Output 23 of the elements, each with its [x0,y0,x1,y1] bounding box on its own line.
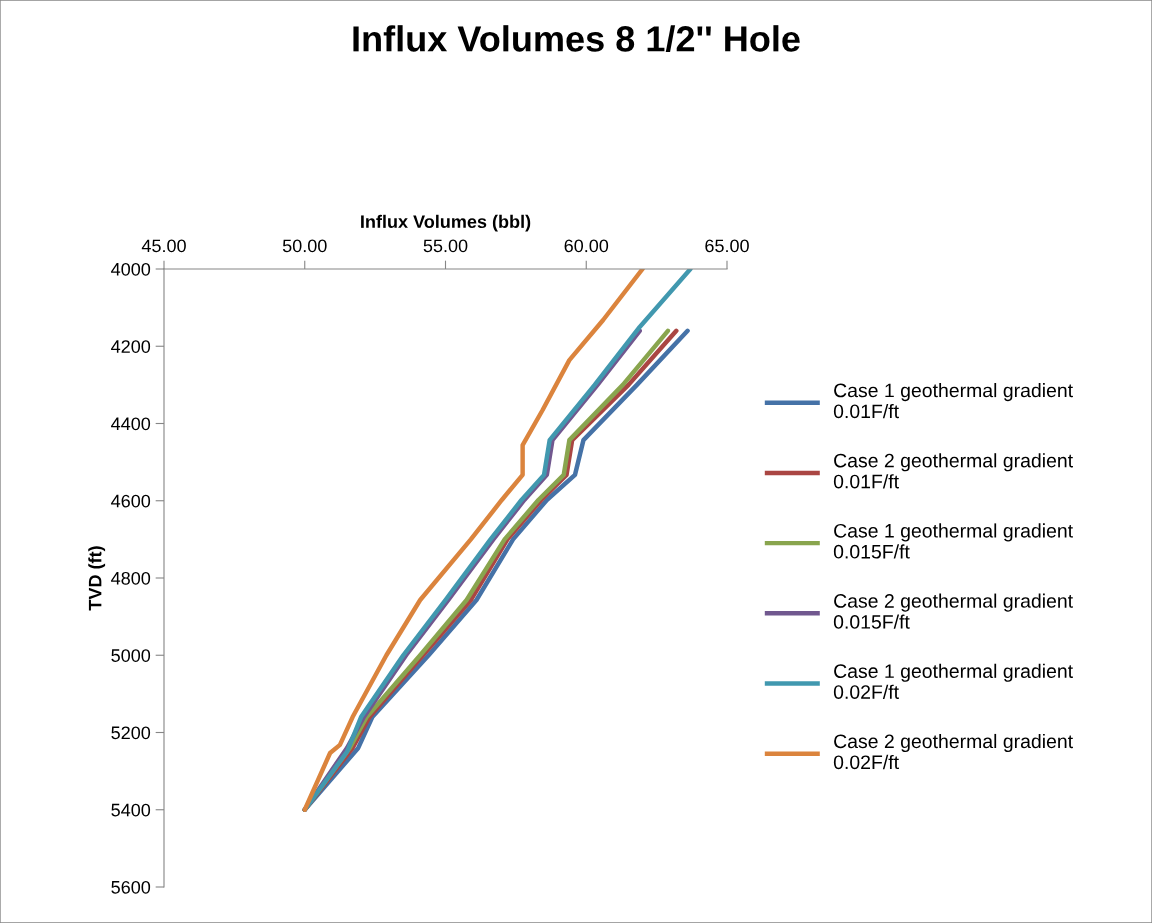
legend-label: Case 2 geothermal gradient 0.015F/ft [833,593,1073,629]
x-tick-label: 45.00 [141,239,186,253]
legend-label: Case 2 geothermal gradient 0.02F/ft [833,733,1073,770]
y-tick-label: 5000 [111,649,151,662]
y-tick-label: 5400 [111,803,151,817]
y-tick-label: 4800 [111,571,151,585]
legend-label: Case 1 geothermal gradient 0.02F/ft [833,663,1073,699]
x-tick-label: 50.00 [282,239,327,253]
legend-label: Case 1 geothermal gradient 0.01F/ft [833,383,1073,419]
y-tick-label: 4000 [111,262,151,276]
x-tick-label: 55.00 [423,239,468,253]
y-tick-label: 5200 [111,726,151,740]
x-tick-label: 65.00 [705,239,749,253]
x-tick-label: 60.00 [564,239,609,253]
y-tick-label: 4600 [111,494,151,508]
y-axis-title: TVD (ft) [88,546,106,611]
legend-label: Case 1 geothermal gradient 0.015F/ft [833,523,1073,559]
y-tick-label: 5600 [111,880,151,894]
y-tick-label: 4200 [111,340,151,353]
x-axis-title: Influx Volumes (bbl) [361,214,531,232]
chart-title: Influx Volumes 8 1/2'' Hole [353,25,800,53]
legend-label: Case 2 geothermal gradient 0.01F/ft [833,453,1073,489]
y-tick-label: 4400 [111,417,151,431]
